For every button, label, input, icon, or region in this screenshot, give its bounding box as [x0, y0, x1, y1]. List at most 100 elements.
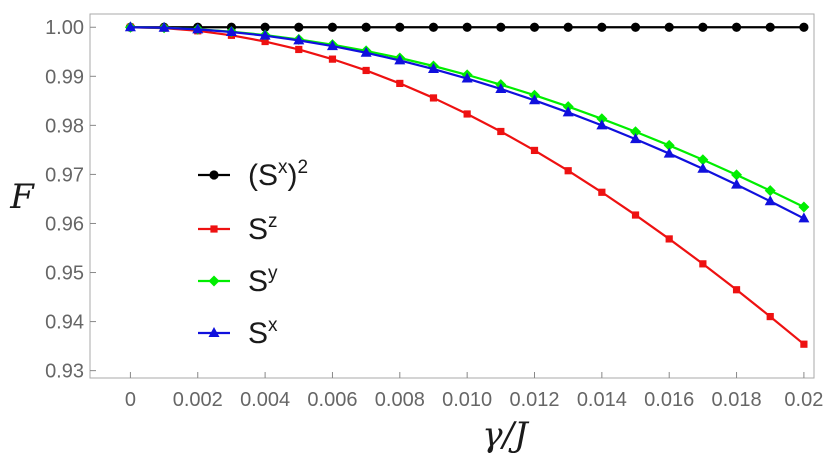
data-point — [732, 286, 741, 294]
x-tick-label: 0.014 — [577, 389, 627, 411]
data-point — [294, 22, 304, 32]
legend-item-sz: Sz — [198, 211, 278, 246]
data-point — [798, 201, 810, 213]
plot-frame — [89, 13, 815, 379]
data-point — [530, 146, 539, 155]
data-point — [259, 29, 271, 40]
x-tick-label: 0.008 — [375, 389, 425, 411]
x-tick-labels: 0 0.002 0.004 0.006 0.008 0.010 0.012 0.014 0.01… — [125, 389, 824, 411]
data-point — [192, 23, 204, 34]
data-point — [630, 22, 641, 32]
y-tick-label: 0.96 — [45, 213, 84, 235]
y-tick-label: 0.94 — [45, 312, 84, 334]
data-point — [429, 94, 438, 102]
legend-item-sx: Sx — [198, 315, 278, 350]
data-point — [698, 22, 708, 32]
data-point — [293, 34, 305, 45]
legend-label: Sz — [248, 211, 278, 246]
legend-swatch-marker — [210, 225, 218, 233]
legend: (Sx)2 Sz Sy Sx — [198, 157, 308, 350]
data-point — [630, 133, 642, 144]
data-point — [765, 22, 775, 32]
legend-swatch-marker — [208, 327, 220, 337]
data-point — [225, 26, 237, 37]
data-point — [362, 66, 370, 75]
legend-label: Sx — [248, 315, 278, 350]
data-point — [664, 22, 674, 32]
x-tick-label: 0.02 — [784, 389, 823, 411]
x-tick-label: 0.016 — [644, 389, 694, 411]
y-tick-label: 0.95 — [45, 263, 84, 285]
data-point — [598, 188, 606, 196]
data-point — [799, 22, 809, 32]
data-point — [631, 211, 640, 219]
data-point — [597, 22, 607, 32]
y-tick-label: 0.97 — [45, 164, 84, 186]
data-point — [800, 340, 808, 348]
data-point — [562, 106, 574, 117]
legend-item-sx-squared: (Sx)2 — [198, 157, 308, 192]
tick-marks — [90, 26, 805, 378]
data-point — [328, 55, 337, 63]
data-point — [260, 22, 270, 32]
x-tick-label: 0.004 — [240, 389, 290, 411]
x-tick-label: 0.006 — [307, 389, 357, 411]
data-point — [461, 72, 473, 83]
x-tick-label: 0.002 — [173, 389, 223, 411]
data-point — [529, 22, 540, 32]
x-tick-label: 0.018 — [712, 389, 762, 411]
y-tick-label: 1.00 — [45, 17, 84, 39]
data-point — [124, 21, 136, 32]
data-point — [463, 110, 471, 118]
y-tick-label: 0.99 — [45, 66, 84, 88]
data-point — [764, 185, 776, 197]
data-point — [766, 312, 774, 321]
x-tick-label: 0.012 — [509, 389, 559, 411]
y-axis-title: F — [9, 177, 35, 217]
series-sx — [124, 21, 810, 223]
data-point — [563, 22, 573, 32]
data-point — [462, 22, 472, 32]
series-line-sx — [130, 26, 805, 220]
data-point — [731, 169, 743, 181]
data-point — [529, 94, 541, 105]
data-point — [158, 21, 170, 32]
data-point — [395, 22, 405, 32]
data-point — [697, 154, 709, 166]
data-point — [360, 46, 372, 57]
data-point — [665, 235, 673, 243]
data-point — [327, 22, 338, 32]
x-tick-label: 0.010 — [442, 389, 492, 411]
legend-label: Sy — [248, 263, 278, 298]
data-point — [699, 260, 707, 268]
data-point — [663, 139, 675, 151]
data-point — [663, 147, 675, 158]
data-point — [361, 22, 371, 32]
data-point — [495, 82, 507, 93]
data-point — [630, 126, 642, 138]
data-point — [564, 167, 572, 175]
data-point — [428, 22, 439, 32]
data-point — [496, 22, 506, 32]
data-point — [394, 54, 406, 65]
series-layer — [124, 21, 810, 348]
legend-swatch-marker — [208, 275, 220, 287]
data-point — [596, 119, 608, 130]
data-point — [596, 113, 608, 125]
data-point — [497, 127, 505, 136]
data-point — [326, 40, 338, 51]
y-tick-label: 0.93 — [45, 361, 84, 383]
data-point — [295, 45, 303, 54]
data-point — [764, 195, 776, 206]
data-point — [731, 178, 743, 189]
legend-swatch-marker — [209, 170, 219, 180]
y-tick-labels: 0.93 0.94 0.95 0.96 0.97 0.98 0.99 1.00 — [45, 17, 84, 382]
data-point — [427, 63, 439, 74]
data-point — [798, 212, 810, 223]
data-point — [697, 162, 709, 173]
x-tick-label: 0 — [125, 389, 136, 411]
data-point — [261, 37, 269, 46]
x-axis-title: γ/J — [482, 415, 530, 455]
data-point — [396, 79, 404, 88]
